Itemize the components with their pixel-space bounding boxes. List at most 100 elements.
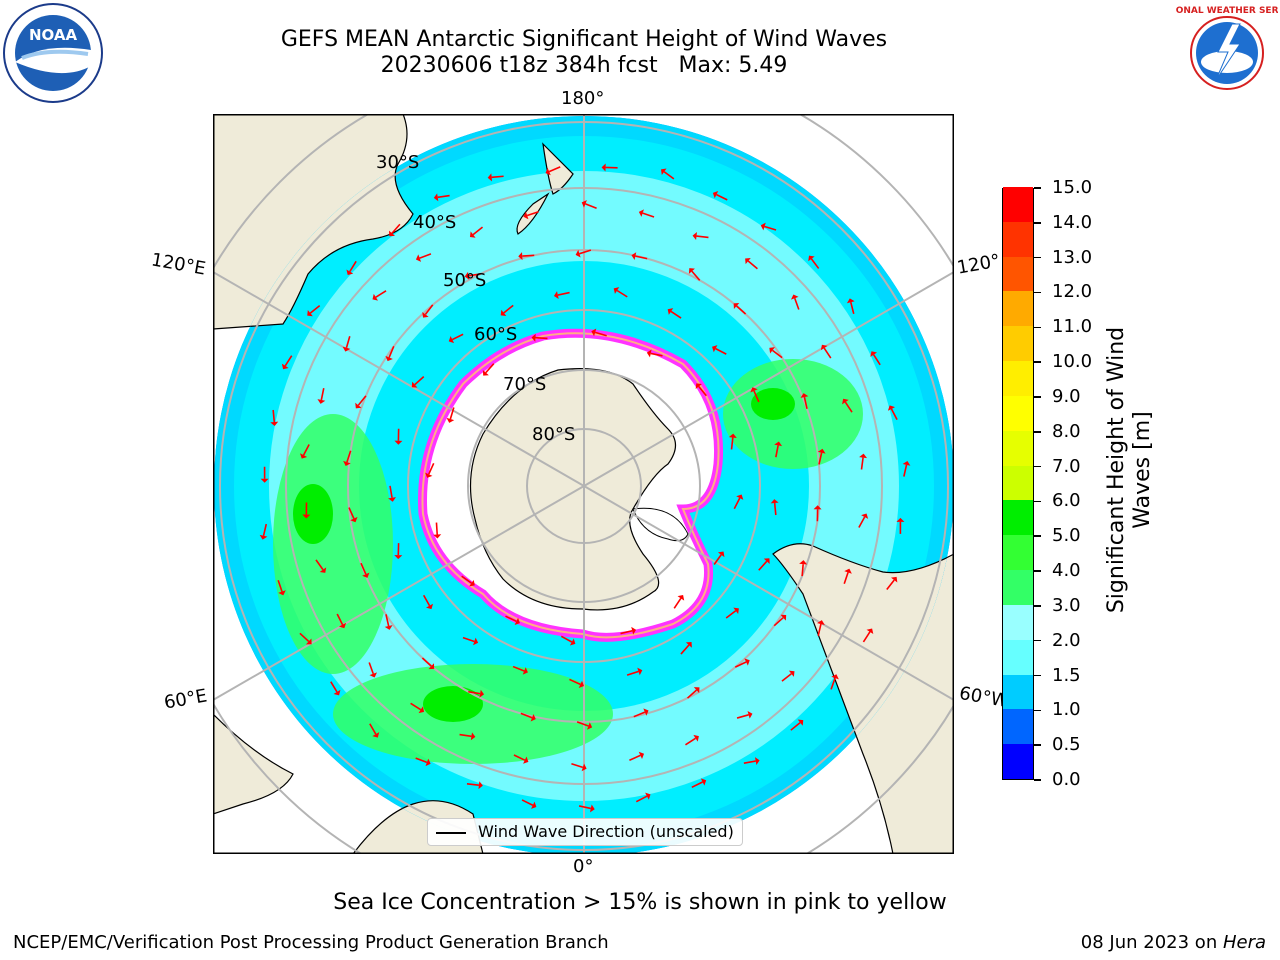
chart-title: GEFS MEAN Antarctic Significant Height o… — [280, 27, 888, 52]
wave-direction-arrow — [733, 497, 741, 510]
colorbar-segment — [1003, 256, 1033, 292]
colorbar-tick — [1034, 709, 1041, 712]
wave-direction-arrowhead — [591, 328, 597, 337]
wave-direction-arrowhead — [569, 638, 576, 646]
wave-direction-arrow — [650, 352, 663, 357]
wave-direction-arrowhead — [433, 534, 442, 539]
wave-direction-arrow — [419, 253, 432, 259]
wave-direction-arrow — [336, 613, 344, 626]
wave-direction-arrowhead — [487, 173, 493, 182]
wave-direction-arrowhead — [817, 620, 825, 625]
wave-direction-arrowhead — [887, 405, 896, 411]
wave-direction-arrow — [320, 388, 325, 401]
colorbar-segment — [1003, 570, 1033, 605]
wave-direction-arrow — [844, 401, 853, 413]
wave-direction-arrowhead — [418, 706, 425, 714]
colorbar-tick — [1034, 605, 1041, 607]
wave-direction-arrowhead — [790, 294, 799, 300]
wave-direction-arrow — [424, 304, 434, 315]
wave-direction-arrowhead — [300, 453, 308, 459]
wave-direction-arrowhead — [479, 689, 485, 698]
wave-direction-arrowhead — [643, 708, 649, 716]
land-antarctica — [469, 368, 677, 611]
wave-direction-arrow — [773, 502, 777, 516]
wave-direction-arrow — [635, 255, 648, 260]
lat-label-50s: 50°S — [443, 270, 487, 291]
wave-direction-arrow — [629, 754, 641, 761]
wave-direction-arrow — [461, 575, 472, 584]
wave-direction-arrowhead — [482, 369, 489, 376]
wave-direction-arrowhead — [763, 558, 770, 564]
svg-text:NOAA: NOAA — [29, 26, 78, 44]
colorbar-tick — [1034, 361, 1041, 363]
lon-label-0: 0° — [573, 856, 594, 877]
wave-direction-arrow — [860, 457, 864, 470]
wave-direction-arrowhead — [478, 781, 483, 790]
wave-direction-arrowhead — [302, 514, 311, 519]
wave-direction-arrow — [775, 445, 779, 458]
wave-direction-arrow — [616, 289, 628, 298]
wave-direction-arrow — [872, 354, 881, 366]
wave-direction-arrowhead — [861, 513, 869, 519]
wind-wave-arrows — [259, 163, 911, 813]
wave-direction-arrow — [696, 235, 709, 239]
wave-direction-arrow — [388, 346, 395, 358]
wave-direction-arrow — [521, 799, 534, 806]
wave-direction-arrowhead — [372, 293, 379, 301]
wave-direction-arrow — [513, 754, 526, 761]
colorbar-segment — [1003, 187, 1033, 222]
wave-direction-arrow — [890, 408, 898, 420]
wave-direction-arrow — [428, 462, 435, 475]
wave-direction-arrowhead — [638, 209, 644, 217]
lon-label-60e: 60°E — [162, 685, 209, 714]
colorbar-tick-label: 6.0 — [1052, 490, 1081, 512]
lon-label-120e: 120°E — [149, 249, 208, 280]
wave-direction-arrowhead — [712, 191, 719, 199]
wave-direction-arrowhead — [613, 287, 620, 294]
lon-label-120w: 120° — [955, 250, 1002, 279]
wave-direction-arrow — [736, 305, 747, 315]
wave-direction-arrow — [673, 597, 682, 609]
wave-direction-arrow — [522, 254, 535, 257]
wave-direction-arrowhead — [747, 710, 753, 719]
wave-direction-arrowhead — [733, 303, 740, 310]
colorbar-tick — [1034, 187, 1041, 189]
wave-direction-arrowhead — [769, 347, 775, 354]
wave-direction-arrowhead — [817, 448, 826, 454]
wave-direction-arrow — [535, 336, 548, 340]
wave-direction-arrow — [772, 349, 783, 359]
wave-direction-arrow — [560, 635, 573, 643]
wave-direction-arrowhead — [342, 346, 351, 352]
wave-direction-arrowhead — [712, 345, 718, 353]
colorbar-tick-label: 13.0 — [1052, 246, 1093, 268]
colorbar-segment — [1003, 674, 1033, 710]
colorbar-tick — [1034, 396, 1041, 398]
wave-direction-arrowhead — [870, 351, 878, 357]
colorbar-tick-label: 7.0 — [1052, 455, 1081, 477]
wave-direction-arrowhead — [446, 417, 455, 423]
colorbar — [1002, 187, 1034, 780]
wave-direction-arrowhead — [774, 441, 783, 447]
wave-direction-arrowhead — [601, 163, 606, 172]
wave-direction-arrow — [330, 681, 338, 693]
wave-direction-arrow — [462, 636, 475, 643]
wave-direction-arrow — [375, 290, 387, 298]
wave-direction-arrow — [349, 260, 357, 272]
wave-direction-arrowhead — [384, 625, 393, 630]
wave-direction-arrowhead — [745, 257, 751, 265]
colorbar-tick-label: 1.0 — [1052, 699, 1081, 721]
wave-direction-arrow — [576, 721, 589, 727]
colorbar-segment — [1003, 326, 1033, 362]
wave-direction-arrowhead — [797, 719, 804, 726]
wave-direction-arrow — [315, 559, 324, 571]
wave-direction-arrowhead — [638, 751, 645, 760]
wave-direction-arrow — [685, 737, 696, 746]
wave-direction-arrow — [385, 614, 390, 627]
wave-direction-arrowhead — [667, 308, 674, 315]
wave-direction-arrowhead — [319, 567, 327, 573]
wave-direction-arrow — [466, 783, 479, 786]
colorbar-tick-label: 5.0 — [1052, 525, 1081, 547]
wave-direction-arrow — [823, 347, 832, 359]
wave-direction-arrowhead — [530, 714, 536, 722]
colorbar-tick-label: 1.5 — [1052, 664, 1081, 686]
